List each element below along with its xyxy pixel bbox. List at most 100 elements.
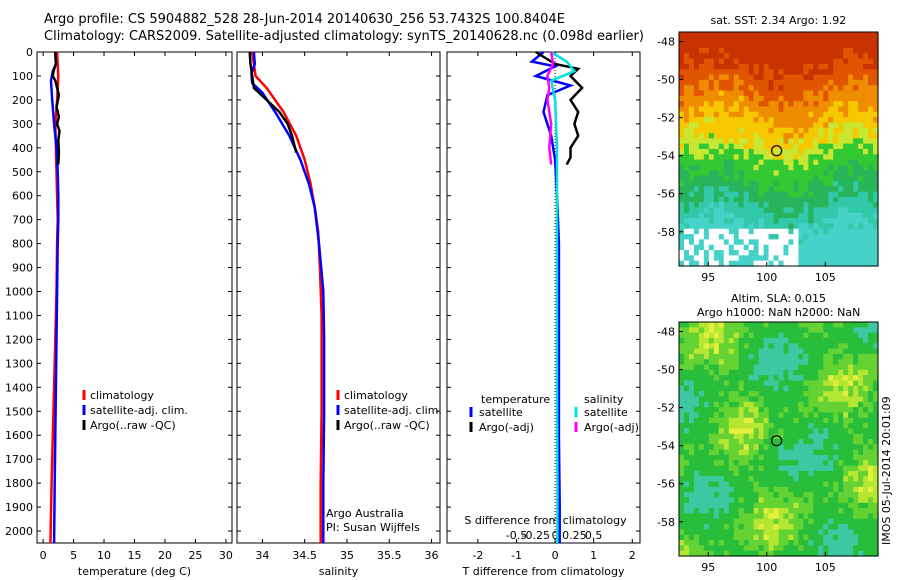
map-cell xyxy=(783,111,790,118)
map-cell xyxy=(738,42,745,49)
map-cell xyxy=(718,534,725,541)
map-cell xyxy=(728,353,735,360)
map-cell xyxy=(818,149,824,155)
map-cell xyxy=(783,449,790,456)
map-cell xyxy=(863,223,869,230)
map-cell xyxy=(703,90,710,97)
map-cell xyxy=(823,138,829,145)
map-cell xyxy=(713,207,720,214)
map-cell xyxy=(803,375,809,382)
map-cell xyxy=(693,47,700,54)
map-cell xyxy=(753,218,760,225)
map-cell xyxy=(828,534,834,541)
map-cell xyxy=(768,545,775,552)
map-cell xyxy=(713,228,720,235)
map-cell xyxy=(748,534,755,541)
map-cell xyxy=(703,529,710,536)
map-cell xyxy=(798,412,804,419)
map-cell xyxy=(703,433,710,440)
map-cell xyxy=(773,58,780,65)
map-cell xyxy=(858,164,864,171)
map-cell xyxy=(688,433,695,440)
map-cell xyxy=(823,407,829,414)
map-cell xyxy=(738,154,745,161)
map-cell xyxy=(843,164,849,171)
map-cell xyxy=(733,545,740,552)
map-cell xyxy=(723,407,730,414)
map-cell xyxy=(683,364,690,371)
map-cell xyxy=(703,439,710,445)
map-cell xyxy=(698,191,705,198)
map-cell xyxy=(793,497,799,504)
map-cell xyxy=(688,524,695,531)
map-cell xyxy=(823,380,829,387)
map-cell xyxy=(768,228,775,235)
map-cell xyxy=(828,502,834,509)
map-cell xyxy=(693,540,700,546)
map-cell xyxy=(828,337,834,344)
map-cell xyxy=(728,359,735,366)
map-cell xyxy=(803,401,809,408)
map-cell xyxy=(698,337,705,344)
map-cell xyxy=(713,465,720,472)
map-cell xyxy=(848,470,854,477)
map-cell xyxy=(798,127,804,134)
map-cell xyxy=(728,513,735,520)
map-cell xyxy=(733,74,740,81)
map-cell xyxy=(863,143,869,150)
map-cell xyxy=(758,337,765,344)
sst-map-cells xyxy=(679,32,879,267)
map-cell xyxy=(848,529,854,536)
map-cell xyxy=(853,202,859,209)
map-cell xyxy=(723,470,730,477)
map-cell xyxy=(853,412,859,419)
map-cell xyxy=(798,191,804,198)
map-cell xyxy=(683,196,690,203)
map-cell xyxy=(808,133,814,139)
map-cell xyxy=(693,322,700,328)
map-cell xyxy=(698,154,705,161)
map-cell xyxy=(693,164,700,171)
map-cell xyxy=(793,359,799,366)
map-cell xyxy=(698,375,705,382)
map-cell xyxy=(679,138,685,145)
map-cell xyxy=(853,95,859,102)
map-cell xyxy=(743,454,750,461)
map-cell xyxy=(763,239,770,246)
map-cell xyxy=(708,396,715,403)
map-cell xyxy=(813,260,819,267)
map-cell xyxy=(808,111,814,118)
map-cell xyxy=(838,159,844,166)
map-cell xyxy=(693,74,700,81)
sst-map-frame xyxy=(678,31,879,267)
map-cell xyxy=(823,353,829,360)
map-cell xyxy=(733,127,740,134)
map-cell xyxy=(698,196,705,203)
map-cell xyxy=(768,470,775,477)
map-cell xyxy=(788,196,795,203)
map-cell xyxy=(778,138,785,145)
map-cell xyxy=(798,359,804,366)
map-cell xyxy=(708,391,715,398)
map-cell xyxy=(783,369,790,376)
map-cell xyxy=(843,117,849,124)
map-cell xyxy=(713,476,720,483)
map-cell xyxy=(848,508,854,515)
map-cell xyxy=(863,417,869,424)
map-cell xyxy=(718,260,725,267)
map-cell xyxy=(818,207,824,214)
map-cell xyxy=(848,417,854,424)
map-cell xyxy=(818,143,824,150)
map-cell xyxy=(833,79,839,86)
map-cell xyxy=(813,545,819,552)
map-cell xyxy=(838,407,844,414)
map-cell xyxy=(873,79,879,86)
map-cell xyxy=(833,449,839,456)
map-cell xyxy=(758,47,765,54)
map-cell xyxy=(758,348,765,355)
map-cell xyxy=(793,255,799,262)
map-cell xyxy=(863,250,869,256)
map-cell xyxy=(848,250,854,256)
map-cell xyxy=(803,79,809,86)
map-cell xyxy=(743,470,750,477)
